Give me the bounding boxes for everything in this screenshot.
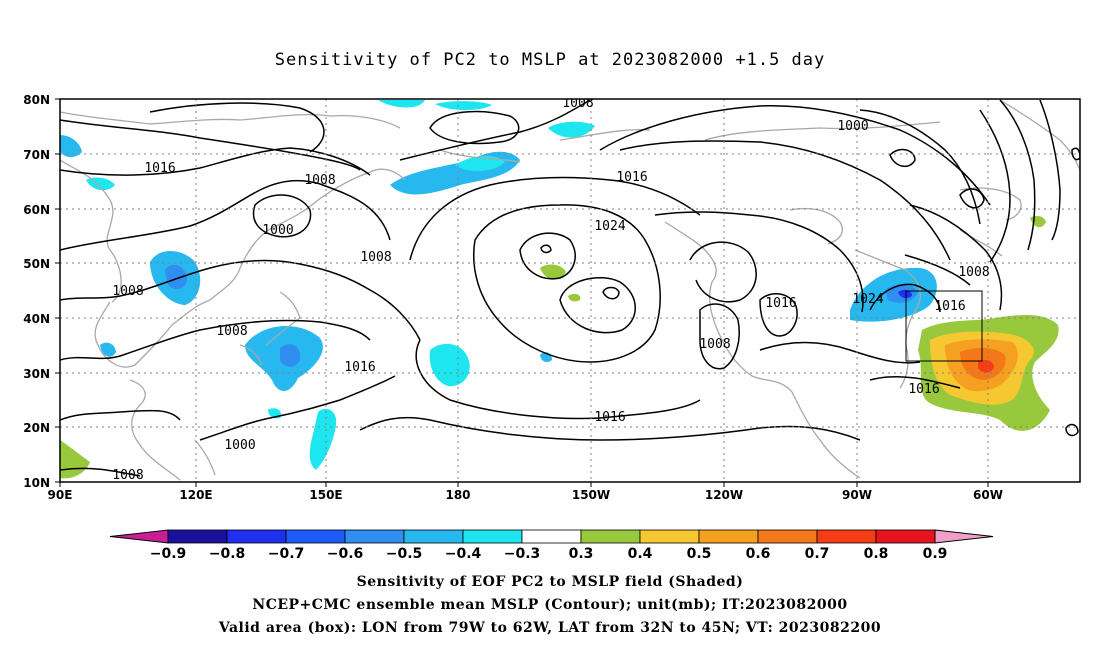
lat-label: 80N: [23, 93, 50, 107]
lon-label: 150E: [309, 488, 342, 502]
colorbar-label: −0.3: [504, 546, 541, 562]
colorbar-swatch: [816, 529, 877, 544]
lat-label: 10N: [23, 476, 50, 490]
colorbar-label: 0.9: [923, 546, 948, 562]
lat-label: 70N: [23, 148, 50, 162]
colorbar-low-arrow: [109, 529, 169, 544]
lat-label: 60N: [23, 203, 50, 217]
contour-label: 1008: [699, 337, 730, 352]
colorbar-high-arrow: [934, 529, 994, 544]
colorbar-swatch: [344, 529, 405, 544]
contour-label: 1008: [112, 468, 143, 483]
lon-label: 120W: [705, 488, 743, 502]
colorbar-label: −0.5: [386, 546, 423, 562]
tick-marks: [55, 98, 989, 487]
colorbar-label: −0.6: [327, 546, 364, 562]
colorbar: −0.9 −0.8 −0.7 −0.6 −0.5 −0.4 −0.3 0.3 0.4 0.5 0.6…: [109, 529, 994, 562]
contour-label: 1016: [594, 410, 625, 425]
contour-label: 1024: [594, 219, 625, 234]
lon-label: 90W: [842, 488, 872, 502]
colorbar-swatch: [403, 529, 464, 544]
mslp-contours: [60, 99, 1080, 477]
footer-line-3: Valid area (box): LON from 79W to 62W, L…: [218, 620, 882, 636]
lon-label: 150W: [572, 488, 610, 502]
footer-line-2: NCEP+CMC ensemble mean MSLP (Contour); u…: [252, 597, 848, 613]
contour-label-group: 1008 1000 1016 1008 1000 1008 1016 1024 …: [112, 96, 989, 483]
contour-label: 1008: [958, 265, 989, 280]
colorbar-label: −0.7: [268, 546, 305, 562]
colorbar-label: 0.6: [746, 546, 771, 562]
colorbar-swatch: [639, 529, 700, 544]
colorbar-swatch: [521, 529, 582, 544]
colorbar-label: −0.4: [445, 546, 482, 562]
plot-frame: [59, 98, 1081, 483]
colorbar-swatch: [285, 529, 346, 544]
colorbar-swatch: [757, 529, 818, 544]
lon-label: 120E: [179, 488, 212, 502]
lat-label: 20N: [23, 421, 50, 435]
coastlines: [60, 99, 1080, 481]
contour-label: 1008: [304, 173, 335, 188]
colorbar-swatch: [580, 529, 641, 544]
contour-label: 1016: [765, 296, 796, 311]
graticule: [60, 99, 1080, 482]
contour-label: 1016: [908, 382, 939, 397]
colorbar-label: 0.3: [569, 546, 594, 562]
valid-area-box: [905, 290, 983, 362]
colorbar-label: 0.7: [805, 546, 830, 562]
contour-label: 1000: [262, 223, 293, 238]
longitude-labels: 90E 120E 150E 180 150W 120W 90W 60W: [48, 488, 1003, 502]
colorbar-label: −0.8: [209, 546, 246, 562]
contour-label: 1008: [216, 324, 247, 339]
colorbar-swatch: [875, 529, 936, 544]
contour-label: 1016: [144, 161, 175, 176]
contour-label: 1016: [616, 170, 647, 185]
colorbar-swatch: [226, 529, 287, 544]
lon-label: 180: [445, 488, 470, 502]
colorbar-label: −0.9: [150, 546, 187, 562]
colorbar-swatch: [462, 529, 523, 544]
lat-label: 40N: [23, 312, 50, 326]
colorbar-label: 0.8: [864, 546, 889, 562]
colorbar-swatch: [698, 529, 759, 544]
contour-label: 1008: [112, 284, 143, 299]
map-title: Sensitivity of PC2 to MSLP at 2023082000…: [274, 50, 826, 70]
contour-label: 1016: [344, 360, 375, 375]
contour-label: 1016: [934, 299, 965, 314]
contour-label: 1000: [224, 438, 255, 453]
footer-line-1: Sensitivity of EOF PC2 to MSLP field (Sh…: [356, 574, 744, 590]
contour-label: 1008: [360, 250, 391, 265]
colorbar-label: 0.4: [628, 546, 653, 562]
contour-label: 1024: [852, 292, 883, 307]
lat-label: 50N: [23, 257, 50, 271]
contour-label: 1000: [837, 119, 868, 134]
lon-label: 90E: [48, 488, 73, 502]
lon-label: 60W: [973, 488, 1003, 502]
contour-label: 1008: [562, 96, 593, 111]
colorbar-swatch: [167, 529, 228, 544]
latitude-labels: 80N 70N 60N 50N 40N 30N 20N 10N: [23, 93, 50, 490]
lat-label: 30N: [23, 367, 50, 381]
colorbar-label: 0.5: [687, 546, 712, 562]
